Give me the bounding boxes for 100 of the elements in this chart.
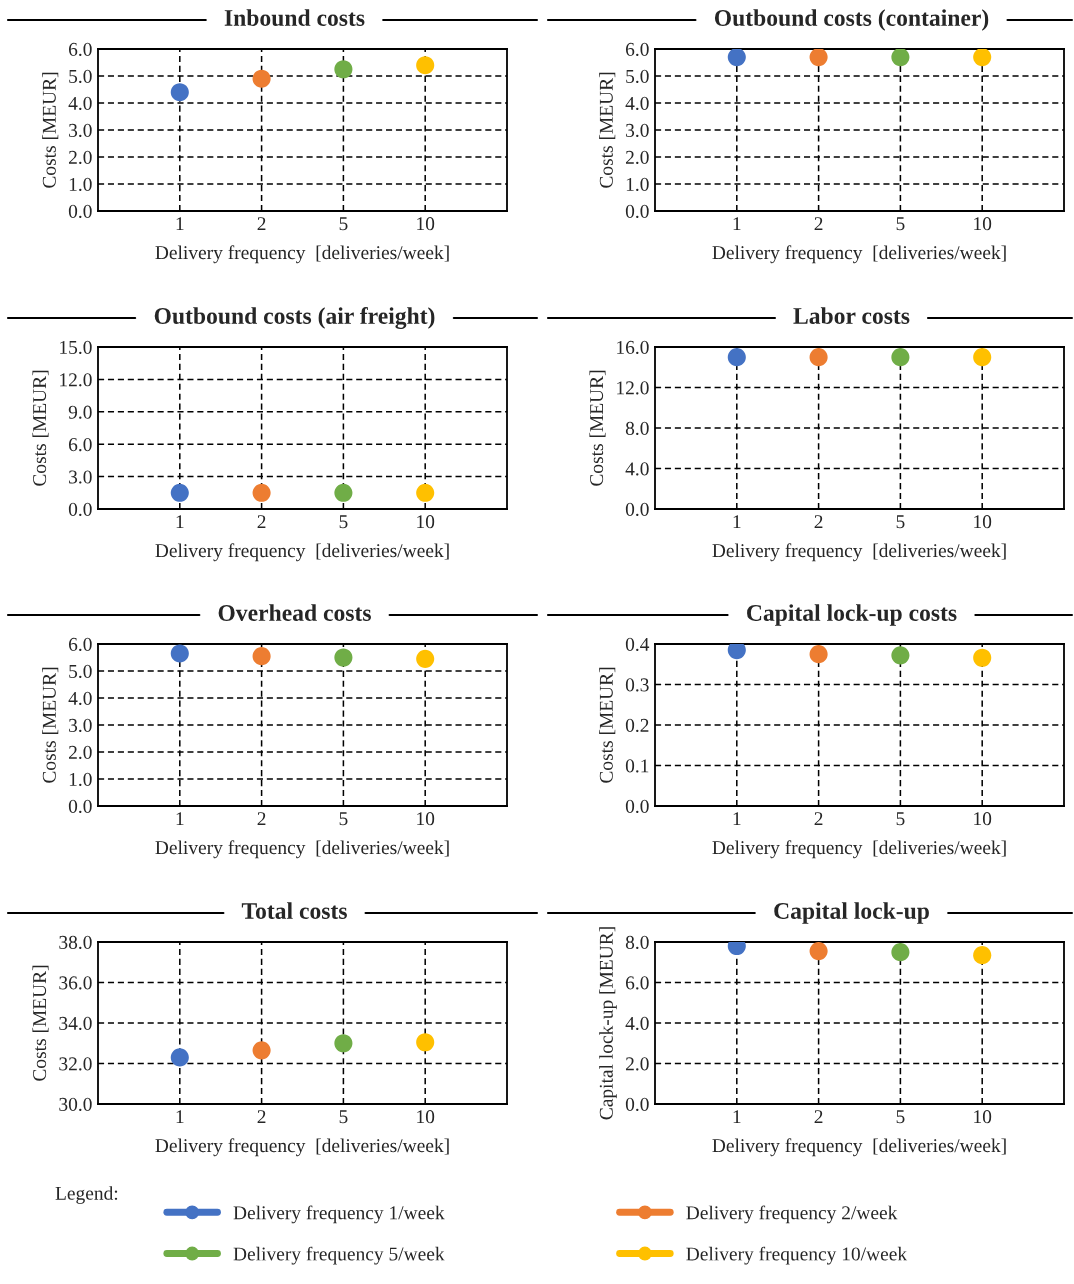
x-tick-label: 10 <box>974 812 992 826</box>
x-tick-label: 1 <box>733 217 741 231</box>
y-tick-label: 6.0 <box>68 637 92 652</box>
y-axis-title: Costs [MEUR] <box>42 667 59 783</box>
y-axis-title: Costs [MEUR] <box>42 72 59 188</box>
chart-title: Outbound costs (air freight) <box>154 307 435 329</box>
x-axis-title: Delivery frequency [deliveries/week] <box>155 1138 449 1157</box>
y-tick-label: 1.0 <box>626 177 649 192</box>
x-tick-label: 2 <box>257 217 266 231</box>
x-axis-title: Delivery frequency [deliveries/week] <box>155 543 449 562</box>
x-tick-label: 5 <box>896 1110 905 1124</box>
x-tick-label: 1 <box>176 515 184 529</box>
y-tick-label: 0.2 <box>625 718 649 733</box>
x-tick-label: 5 <box>896 812 905 826</box>
y-axis-title: Costs [MEUR] <box>589 370 606 486</box>
x-tick-label: 2 <box>814 812 823 826</box>
y-tick-label: 6.0 <box>625 42 649 57</box>
x-tick-label: 2 <box>814 515 823 529</box>
x-tick-label: 1 <box>176 1110 184 1124</box>
x-axis-title: Delivery frequency [deliveries/week] <box>712 840 1006 859</box>
y-tick-label: 38.0 <box>59 935 92 950</box>
y-tick-label: 3.0 <box>626 123 649 138</box>
y-tick-label: 16.0 <box>617 340 649 355</box>
y-tick-label: 5.0 <box>69 664 92 679</box>
chart-title: Capital lock-up costs <box>747 604 957 626</box>
x-axis-title: Delivery frequency [deliveries/week] <box>155 840 449 859</box>
chart-title: Outbound costs (container) <box>714 9 989 31</box>
y-tick-label: 2.0 <box>68 150 92 165</box>
x-tick-label: 1 <box>176 217 184 231</box>
x-tick-label: 10 <box>974 1110 992 1124</box>
y-tick-label: 0.0 <box>68 799 92 814</box>
x-tick-label: 2 <box>257 812 266 826</box>
y-tick-label: 34.0 <box>59 1016 92 1031</box>
x-tick-label: 10 <box>417 217 435 231</box>
x-tick-label: 1 <box>733 812 741 826</box>
y-tick-label: 2.0 <box>625 1057 649 1071</box>
x-tick-label: 2 <box>814 1110 823 1124</box>
x-tick-label: 1 <box>733 1110 741 1124</box>
x-tick-label: 10 <box>974 217 992 231</box>
y-tick-label: 0.0 <box>625 1097 649 1112</box>
y-axis-title: Costs [MEUR] <box>599 667 616 783</box>
legend-label: Delivery frequency 1/week <box>233 1205 445 1224</box>
x-tick-label: 10 <box>417 812 435 826</box>
chart-title: Overhead costs <box>218 604 371 621</box>
y-tick-label: 30.0 <box>59 1097 92 1112</box>
x-tick-label: 1 <box>176 812 184 826</box>
y-axis-title: Costs [MEUR] <box>32 370 49 486</box>
y-tick-label: 1.0 <box>69 772 92 787</box>
y-tick-label: 8.0 <box>625 935 649 950</box>
chart-title: Labor costs <box>793 307 910 324</box>
y-tick-label: 3.0 <box>69 470 92 484</box>
y-tick-label: 12.0 <box>617 381 649 395</box>
y-tick-label: 8.0 <box>625 421 649 436</box>
text: Legend: <box>55 1186 118 1204</box>
y-tick-label: 36.0 <box>59 976 92 990</box>
x-tick-label: 10 <box>417 1110 435 1124</box>
chart-title: Total costs <box>241 902 347 919</box>
y-tick-label: 4.0 <box>625 462 649 476</box>
y-axis-title: Costs [MEUR] <box>599 72 616 188</box>
legend-label: Delivery frequency 5/week <box>233 1246 445 1265</box>
y-tick-label: 4.0 <box>625 96 649 111</box>
x-tick-label: 5 <box>339 1110 348 1124</box>
y-tick-label: 0.4 <box>625 637 650 652</box>
x-tick-label: 2 <box>257 515 266 529</box>
y-tick-label: 2.0 <box>625 150 649 165</box>
x-axis-title: Delivery frequency [deliveries/week] <box>712 245 1006 264</box>
y-tick-label: 4.0 <box>625 1016 649 1031</box>
y-tick-label: 12.0 <box>60 373 92 387</box>
x-tick-label: 10 <box>974 515 992 529</box>
x-tick-label: 5 <box>339 812 348 826</box>
y-tick-label: 9.0 <box>68 405 92 419</box>
x-tick-label: 5 <box>339 217 348 231</box>
y-tick-label: 0.1 <box>625 759 649 773</box>
x-tick-label: 5 <box>339 515 348 529</box>
y-tick-label: 3.0 <box>69 123 92 138</box>
y-tick-label: 3.0 <box>69 718 92 733</box>
legend-label: Delivery frequency 10/week <box>686 1246 908 1265</box>
x-axis-title: Delivery frequency [deliveries/week] <box>712 543 1006 562</box>
chart-title: Capital lock-up <box>774 902 929 924</box>
x-tick-label: 10 <box>417 515 435 529</box>
y-tick-label: 6.0 <box>68 438 92 452</box>
x-tick-label: 2 <box>257 1110 266 1124</box>
x-axis-title: Delivery frequency [deliveries/week] <box>712 1138 1006 1157</box>
chart-title: Inbound costs <box>224 9 365 26</box>
y-tick-label: 5.0 <box>69 69 92 84</box>
y-tick-label: 1.0 <box>69 177 92 192</box>
y-tick-label: 6.0 <box>625 976 649 990</box>
y-tick-label: 0.0 <box>625 799 649 814</box>
x-tick-label: 1 <box>733 515 741 529</box>
y-tick-label: 5.0 <box>626 69 649 84</box>
legend-label: Delivery frequency 2/week <box>686 1205 898 1224</box>
y-tick-label: 0.0 <box>68 204 92 219</box>
y-tick-label: 6.0 <box>68 42 92 57</box>
y-tick-label: 0.0 <box>625 502 649 517</box>
y-tick-label: 0.0 <box>68 502 92 517</box>
y-axis-title: Costs [MEUR] <box>32 965 49 1081</box>
x-tick-label: 5 <box>896 217 905 231</box>
y-tick-label: 4.0 <box>68 691 92 706</box>
y-tick-label: 0.3 <box>625 678 649 692</box>
x-axis-title: Delivery frequency [deliveries/week] <box>155 245 449 264</box>
